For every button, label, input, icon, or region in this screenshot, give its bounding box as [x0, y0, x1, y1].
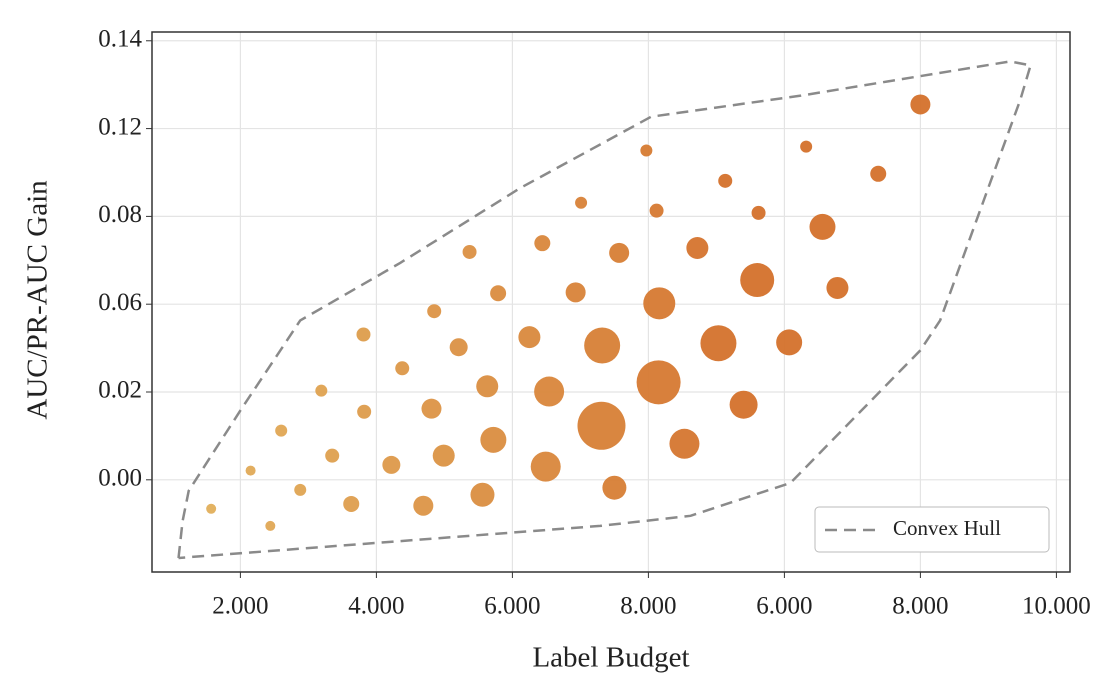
bubble: [206, 503, 217, 514]
bubble: [476, 375, 499, 398]
bubble: [427, 304, 442, 319]
bubble: [809, 213, 836, 240]
y-tick-label: 0.08: [98, 201, 142, 228]
bubble: [870, 165, 887, 182]
bubble: [294, 483, 307, 496]
y-tick-label: 0.14: [98, 26, 142, 53]
bubble: [534, 235, 551, 252]
x-tick-label: 8.000: [620, 593, 676, 620]
bubble: [315, 384, 328, 397]
bubble: [577, 401, 626, 450]
y-tick-label: 0.00: [98, 465, 142, 492]
bubble: [565, 282, 586, 303]
legend: Convex Hull: [814, 506, 1050, 553]
x-axis-label: Label Budget: [532, 642, 689, 674]
bubble: [356, 327, 371, 342]
bubble: [480, 426, 507, 453]
bubble: [700, 325, 737, 362]
bubble: [325, 448, 340, 463]
bubble: [636, 360, 681, 405]
x-tick-label: 6.000: [484, 593, 540, 620]
bubble: [686, 237, 709, 259]
grid: [146, 32, 1070, 578]
y-tick-label: 0.12: [98, 113, 142, 140]
x-tick-label: 8.000: [892, 593, 948, 620]
bubble: [800, 140, 813, 153]
bubble: [530, 451, 561, 482]
marks: [177, 60, 1033, 560]
bubble: [609, 242, 630, 263]
bubble: [395, 361, 410, 376]
convex-hull: [177, 60, 1033, 560]
x-tick-label: 6.000: [756, 593, 812, 620]
bubble: [826, 276, 849, 299]
bubble: [490, 285, 507, 302]
bubble: [910, 94, 931, 115]
bubble: [245, 465, 256, 476]
bubble: [343, 495, 360, 512]
bubble: [449, 338, 468, 357]
x-tick-label: 2.000: [212, 593, 268, 620]
plot-frame: [151, 31, 1071, 573]
bubble: [534, 376, 565, 407]
bubble: [265, 520, 276, 531]
bubble: [432, 444, 455, 467]
bubble: [584, 327, 621, 364]
bubble: [776, 329, 803, 356]
legend-label: Convex Hull: [893, 516, 1001, 540]
y-tick-label: 0.02: [98, 377, 142, 404]
bubble: [421, 398, 442, 419]
bubble: [462, 244, 477, 259]
bubble: [649, 203, 664, 218]
x-tick-label: 4.000: [348, 593, 404, 620]
bubble: [382, 455, 401, 474]
bubble: [740, 263, 775, 298]
bubble: [643, 287, 676, 320]
bubble: [275, 424, 288, 437]
bubble: [357, 404, 372, 419]
bubble: [718, 173, 733, 188]
bubble: [470, 482, 495, 507]
y-tick-label: 0.06: [98, 289, 142, 316]
legend-box: [814, 506, 1050, 553]
bubble: [640, 144, 653, 157]
bubble: [751, 205, 766, 220]
bubble: [669, 428, 700, 459]
x-tick-label: 10.000: [1022, 593, 1091, 620]
y-axis-label: AUC/PR-AUC Gain: [22, 180, 54, 420]
bubble: [602, 475, 627, 500]
bubble: [575, 196, 588, 209]
bubble: [413, 495, 434, 516]
bubble: [729, 390, 758, 419]
bubble: [518, 326, 541, 349]
